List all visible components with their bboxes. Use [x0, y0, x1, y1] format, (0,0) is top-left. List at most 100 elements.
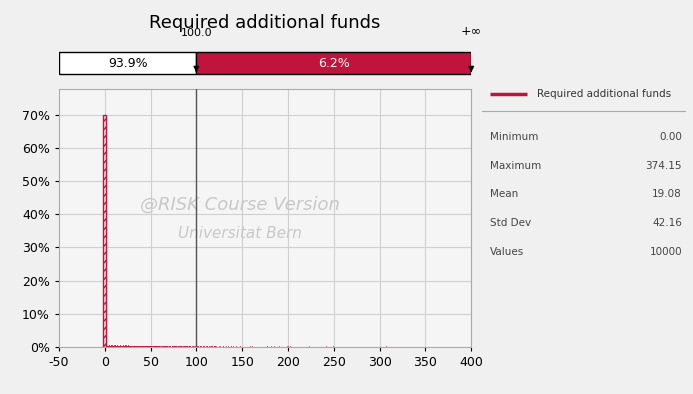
Bar: [187, 346, 188, 347]
Bar: [106, 346, 107, 347]
Bar: [125, 346, 127, 347]
Bar: [231, 346, 232, 347]
Bar: [108, 346, 109, 347]
Bar: [146, 346, 147, 347]
Bar: [207, 346, 209, 347]
Bar: [158, 346, 159, 347]
Bar: [137, 346, 139, 347]
Bar: [161, 346, 163, 347]
Bar: [132, 346, 133, 347]
Bar: [128, 346, 129, 347]
Bar: [123, 346, 125, 347]
Bar: [123, 346, 124, 347]
Bar: [108, 346, 109, 347]
Bar: [134, 346, 135, 347]
Bar: [124, 346, 125, 347]
Bar: [105, 346, 107, 347]
Bar: [113, 346, 114, 347]
Bar: [117, 345, 119, 347]
Bar: [163, 346, 164, 347]
Bar: [128, 346, 129, 347]
Bar: [115, 346, 116, 347]
Bar: [110, 346, 111, 347]
Bar: [142, 346, 143, 347]
Bar: [145, 346, 146, 347]
Bar: [125, 346, 127, 347]
Bar: [135, 346, 136, 347]
Bar: [190, 346, 191, 347]
Bar: [141, 346, 142, 347]
Text: 100.0: 100.0: [181, 28, 212, 38]
Bar: [110, 346, 111, 347]
Bar: [162, 346, 163, 347]
Bar: [114, 346, 115, 347]
Bar: [164, 346, 166, 347]
Bar: [140, 346, 141, 347]
Bar: [106, 345, 107, 347]
Bar: [156, 346, 157, 347]
Bar: [166, 346, 167, 347]
Bar: [123, 346, 124, 347]
Bar: [119, 346, 120, 347]
Bar: [119, 346, 120, 347]
Bar: [105, 346, 106, 347]
Bar: [130, 346, 131, 347]
Bar: [202, 346, 204, 347]
Bar: [106, 346, 107, 347]
Title: Required additional funds: Required additional funds: [150, 13, 380, 32]
Bar: [125, 346, 127, 347]
Text: Universitat Bern: Universitat Bern: [178, 226, 302, 241]
Bar: [333, 346, 334, 347]
Bar: [113, 346, 114, 347]
Bar: [185, 346, 186, 347]
Bar: [161, 346, 163, 347]
Bar: [189, 346, 190, 347]
Bar: [114, 346, 116, 347]
Bar: [159, 346, 160, 347]
Bar: [120, 345, 121, 347]
Text: Maximum: Maximum: [490, 160, 541, 171]
Bar: [140, 346, 141, 347]
Bar: [151, 346, 152, 347]
Bar: [128, 346, 130, 347]
Bar: [106, 346, 107, 347]
Bar: [106, 346, 107, 347]
Bar: [288, 346, 289, 347]
Bar: [252, 346, 253, 347]
Bar: [170, 346, 171, 347]
Bar: [163, 346, 164, 347]
Bar: [120, 346, 121, 347]
Bar: [186, 346, 188, 347]
Bar: [108, 346, 109, 347]
Text: 10000: 10000: [649, 247, 682, 257]
Bar: [155, 346, 156, 347]
Bar: [137, 346, 138, 347]
Bar: [144, 346, 145, 347]
Bar: [109, 346, 110, 347]
Bar: [133, 346, 134, 347]
Bar: [131, 346, 132, 347]
Bar: [128, 346, 129, 347]
Bar: [114, 345, 116, 347]
Bar: [139, 346, 140, 347]
Bar: [138, 346, 139, 347]
Bar: [149, 346, 150, 347]
Bar: [109, 346, 110, 347]
Bar: [105, 346, 106, 347]
Bar: [164, 346, 165, 347]
Bar: [129, 346, 130, 347]
Bar: [120, 346, 121, 347]
Bar: [138, 346, 139, 347]
Bar: [126, 346, 128, 347]
Bar: [103, 115, 106, 347]
Bar: [136, 346, 137, 347]
Bar: [108, 346, 109, 347]
Bar: [134, 346, 135, 347]
Bar: [109, 346, 110, 347]
Bar: [121, 346, 122, 347]
Bar: [165, 346, 166, 347]
Bar: [133, 346, 134, 347]
Bar: [119, 346, 120, 347]
Bar: [153, 346, 155, 347]
Bar: [108, 346, 109, 347]
